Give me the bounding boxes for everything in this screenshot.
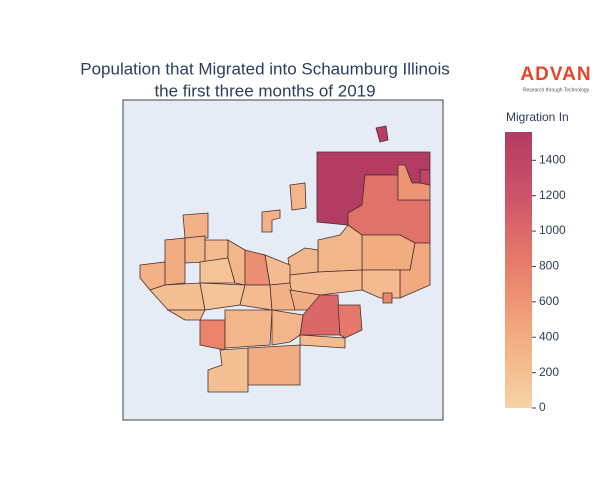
region <box>289 269 363 296</box>
logo-tagline: Research through Technology <box>523 87 590 93</box>
region <box>361 234 416 271</box>
region <box>182 212 209 239</box>
region <box>184 235 206 264</box>
colorbar-tick-label: 0 <box>539 400 546 414</box>
colorbar-tick-label: 800 <box>539 259 559 273</box>
colorbar-tick-label: 1200 <box>539 188 566 202</box>
colorbar-title: Migration In <box>506 110 569 124</box>
colorbar-tick-label: 400 <box>539 329 559 343</box>
region <box>289 182 307 211</box>
colorbar-tick-label: 1000 <box>539 223 566 237</box>
region <box>271 309 304 346</box>
chart-title: Population that Migrated into Schaumburg… <box>80 59 450 78</box>
region <box>299 294 341 336</box>
colorbar-tick-label: 1400 <box>539 152 566 166</box>
region <box>375 125 389 143</box>
logo: ADVAN <box>520 64 591 85</box>
region <box>166 309 206 321</box>
colorbar <box>505 132 532 408</box>
chart-title: the first three months of 2019 <box>154 81 375 100</box>
region <box>419 169 431 186</box>
region <box>224 309 273 349</box>
region <box>261 209 281 233</box>
region <box>299 334 346 349</box>
region <box>247 344 301 386</box>
colorbar-tick-label: 200 <box>539 365 559 379</box>
region <box>164 237 186 286</box>
region <box>337 304 363 339</box>
region <box>227 239 246 286</box>
regions <box>139 125 431 393</box>
region <box>199 319 226 351</box>
colorbar-tick-label: 600 <box>539 294 559 308</box>
region <box>382 292 393 304</box>
